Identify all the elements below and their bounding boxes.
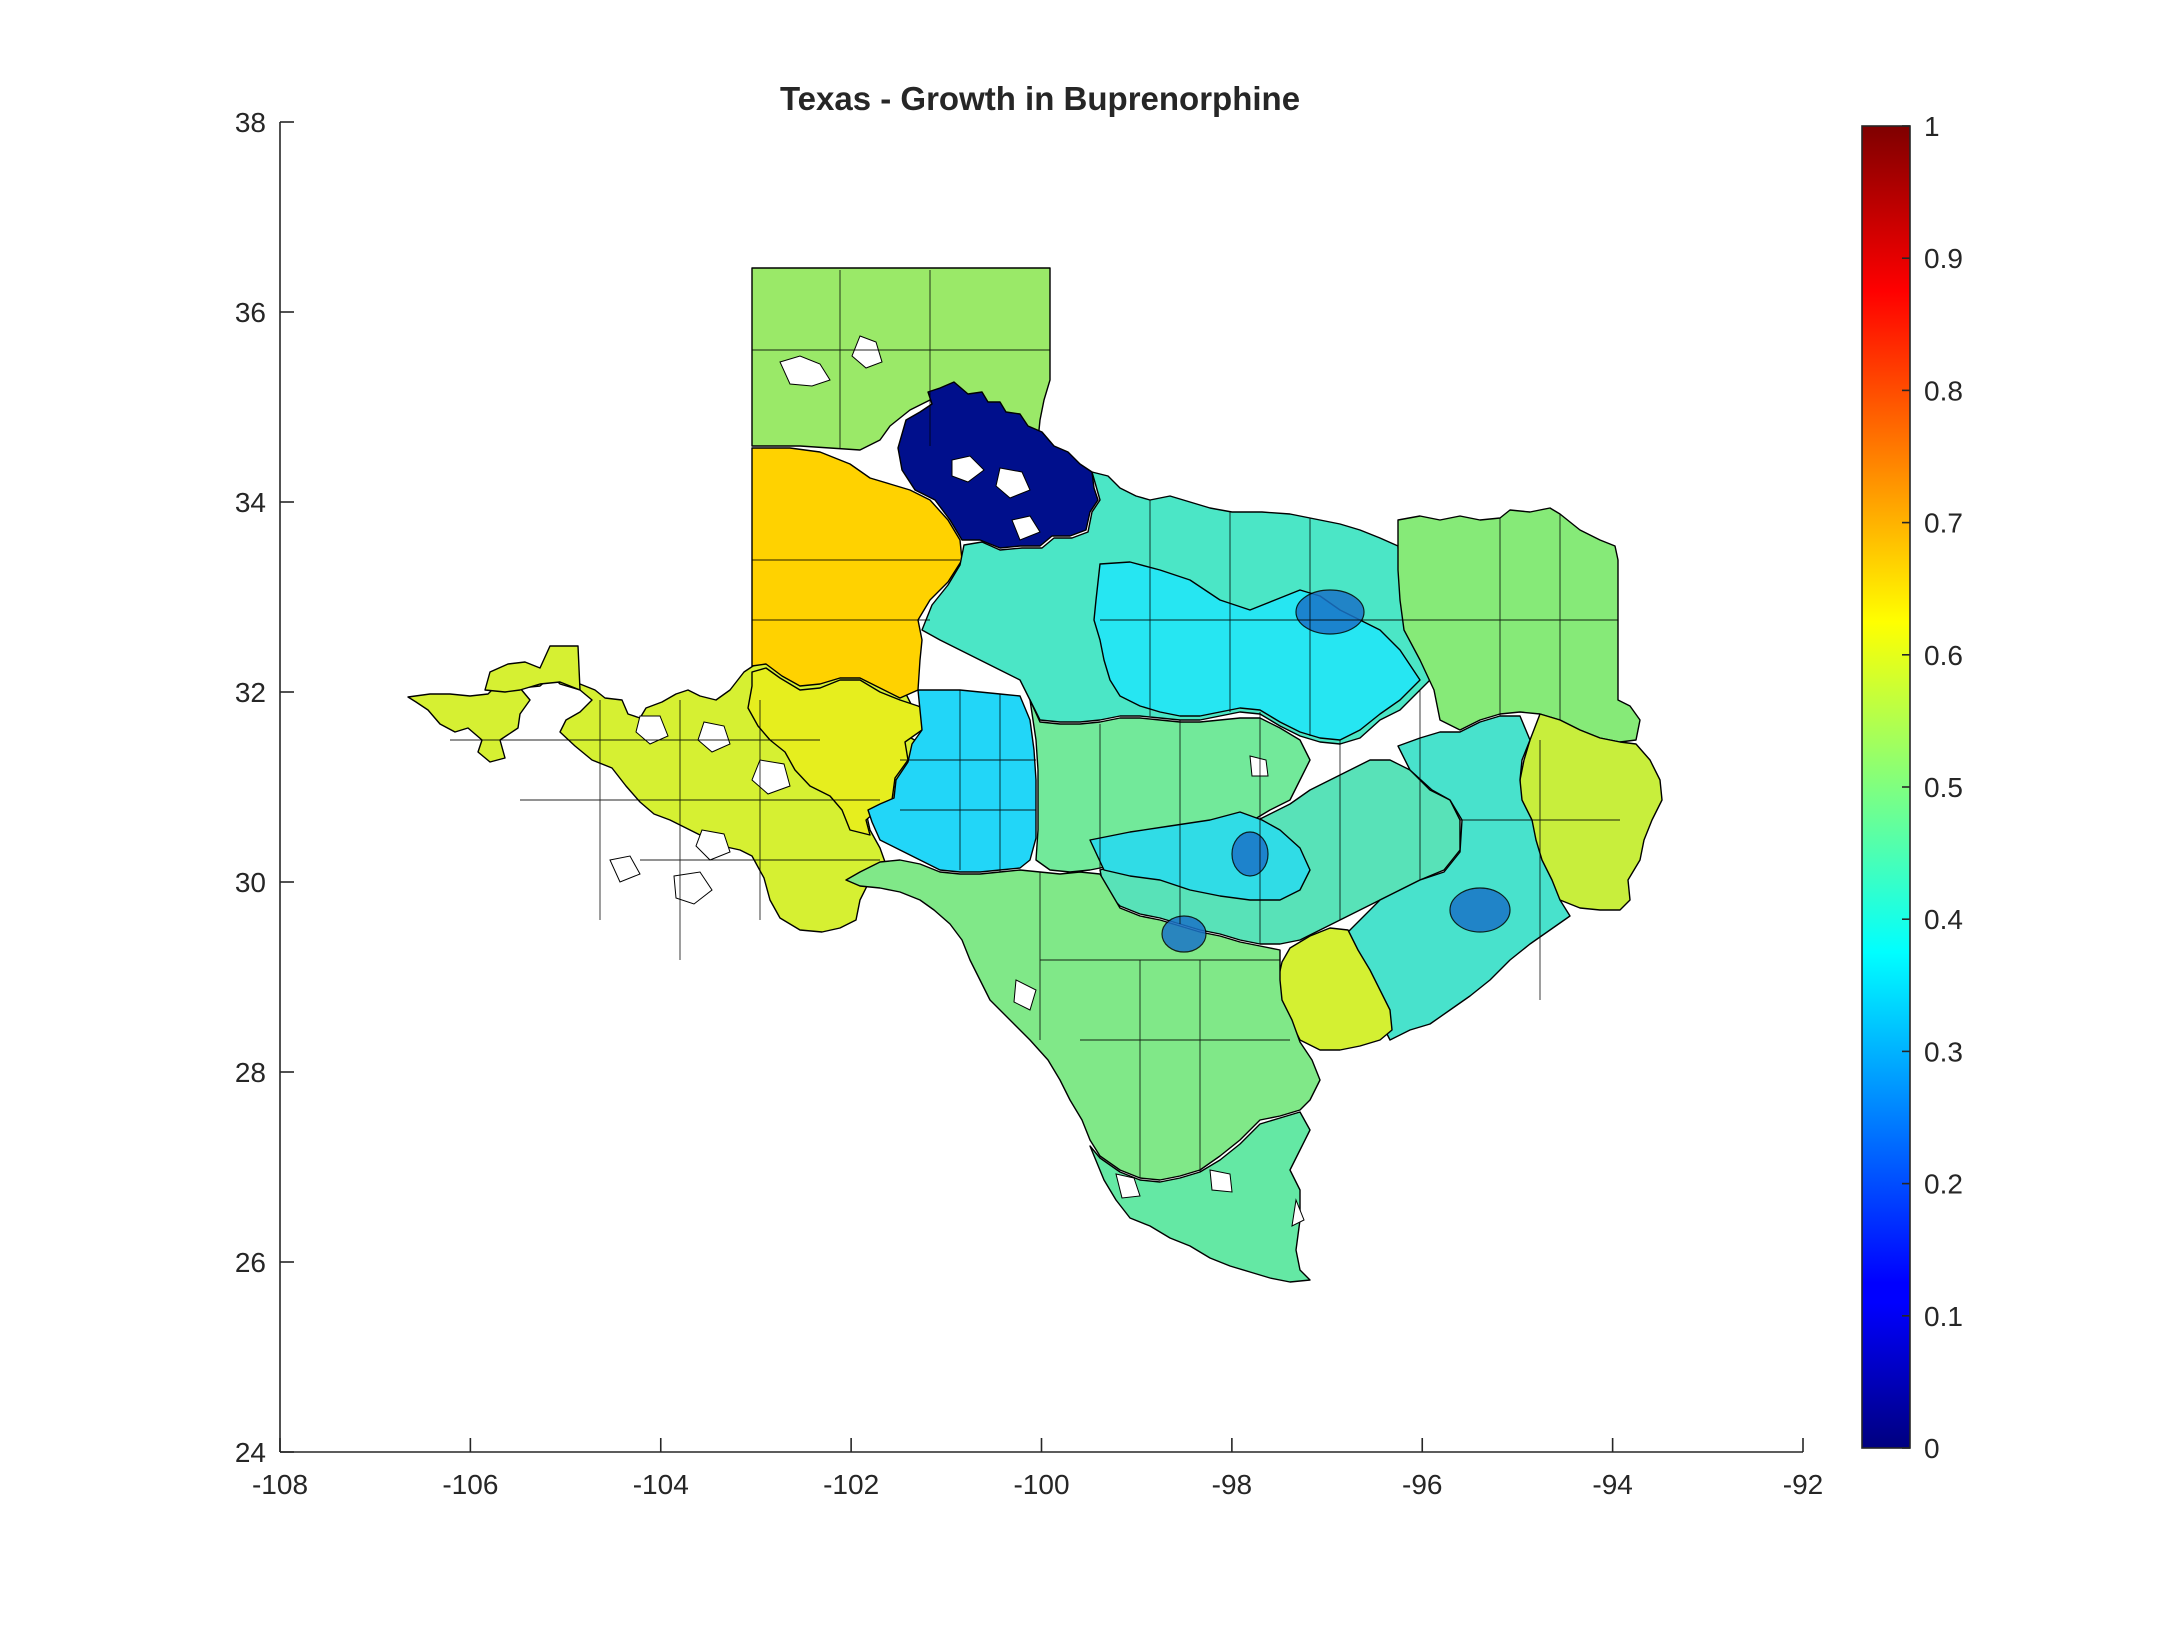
colorbar-tick-label: 0.7 <box>1924 508 1963 539</box>
y-tick-label: 36 <box>235 297 266 328</box>
metro-houston <box>1449 887 1511 933</box>
metro-austin <box>1231 831 1269 877</box>
metro-dfw <box>1295 589 1365 635</box>
colorbar: 0 0.1 0.2 0.3 0.4 0.5 0.6 0.7 0.8 0.9 1 <box>1861 111 1963 1464</box>
colorbar-tick-label: 0.6 <box>1924 640 1963 671</box>
y-tick-label: 24 <box>235 1437 266 1468</box>
x-tick-label: -108 <box>252 1469 308 1500</box>
x-tick-label: -94 <box>1592 1469 1632 1500</box>
colorbar-ticks: 0 0.1 0.2 0.3 0.4 0.5 0.6 0.7 0.8 0.9 1 <box>1902 111 1963 1464</box>
y-tick-label: 26 <box>235 1247 266 1278</box>
y-tick-label: 30 <box>235 867 266 898</box>
x-tick-label: -92 <box>1783 1469 1823 1500</box>
x-tick-label: -100 <box>1013 1469 1069 1500</box>
y-tick-label: 32 <box>235 677 266 708</box>
colorbar-tick-label: 0.9 <box>1924 243 1963 274</box>
region-far-west-lobe <box>484 645 581 693</box>
colorbar-tick-label: 0.8 <box>1924 375 1963 406</box>
colorbar-tick-label: 1 <box>1924 111 1940 142</box>
x-tick-label: -102 <box>823 1469 879 1500</box>
colorbar-tick-label: 0.1 <box>1924 1301 1963 1332</box>
x-ticks: -108 -106 -104 -102 -100 -98 -96 -94 -92 <box>252 1438 1823 1500</box>
y-tick-label: 28 <box>235 1057 266 1088</box>
axes: -108 -106 -104 -102 -100 -98 -96 -94 -92 24 26 28 3… <box>235 107 1823 1500</box>
colorbar-tick-label: 0.5 <box>1924 772 1963 803</box>
x-tick-label: -96 <box>1402 1469 1442 1500</box>
region-rio-grande-valley <box>1089 1111 1311 1283</box>
chart-title: Texas - Growth in Buprenorphine <box>780 80 1300 117</box>
y-tick-label: 38 <box>235 107 266 138</box>
metro-san-antonio <box>1161 915 1207 953</box>
region-east-texas <box>1397 507 1641 743</box>
colorbar-tick-label: 0.4 <box>1924 904 1963 935</box>
colorbar-tick-label: 0 <box>1924 1433 1940 1464</box>
texas-map <box>407 267 1663 1283</box>
y-tick-label: 34 <box>235 487 266 518</box>
region-concho-valley <box>867 689 1037 873</box>
no-data-gaps <box>609 335 1305 1227</box>
colorbar-tick-label: 0.3 <box>1924 1036 1963 1067</box>
internal-boundaries <box>450 270 1620 1178</box>
region-permian-basin <box>747 667 931 836</box>
region-amarillo-area <box>897 381 1099 549</box>
colorbar-tick-label: 0.2 <box>1924 1169 1963 1200</box>
region-gulf-coast-houston <box>1339 715 1571 1041</box>
x-tick-label: -98 <box>1212 1469 1252 1500</box>
y-ticks: 24 26 28 30 32 34 36 38 <box>235 107 294 1468</box>
x-tick-label: -104 <box>633 1469 689 1500</box>
x-tick-label: -106 <box>442 1469 498 1500</box>
